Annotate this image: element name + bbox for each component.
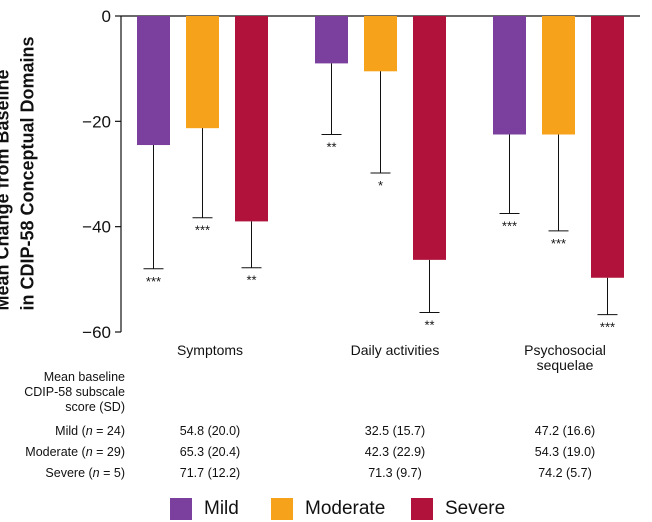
bar-severe xyxy=(235,16,268,222)
significance-marker: *** xyxy=(195,223,210,238)
row-label-n: n xyxy=(92,466,100,480)
bar-chart: 0−20−40−60******************* *** xyxy=(82,7,640,342)
bar-severe xyxy=(591,16,624,278)
table-header: Mean baseline CDIP-58 subscale score (SD… xyxy=(0,370,125,415)
y-axis-label-line-2: in CDIP-58 Conceptual Domains xyxy=(17,36,38,311)
row-label-suffix: = 29) xyxy=(92,445,125,459)
table-row-label-mild: Mild (n = 24) xyxy=(0,424,125,438)
y-tick-label: −40 xyxy=(82,218,111,237)
row-label-suffix: = 5) xyxy=(99,466,125,480)
legend-swatch-mild xyxy=(170,498,192,520)
significance-marker: ** xyxy=(246,273,256,288)
table-cell: 47.2 (16.6) xyxy=(534,424,596,438)
bar-mild xyxy=(493,16,526,135)
y-axis-label-line-1: Mean Change from Baseline xyxy=(0,69,13,311)
category-label-line: Psychosocial xyxy=(524,342,606,358)
table-cell: 54.8 (20.0) xyxy=(179,424,241,438)
bar-severe xyxy=(413,16,446,260)
bar-moderate xyxy=(186,16,219,129)
bar-moderate xyxy=(364,16,397,72)
table-cell: 65.3 (20.4) xyxy=(179,445,241,459)
significance-marker: *** xyxy=(600,320,615,335)
legend: Mild Moderate Severe xyxy=(0,497,652,521)
category-label-line: Daily activities xyxy=(350,342,440,358)
row-label-prefix: Mild ( xyxy=(55,424,86,438)
table-row-label-moderate: Moderate (n = 29) xyxy=(0,445,125,459)
category-label-line: Symptoms xyxy=(176,342,244,358)
legend-label-mild: Mild xyxy=(204,498,239,519)
legend-swatch-moderate xyxy=(271,498,293,520)
category-label-daily-activities: Daily activities xyxy=(320,343,470,358)
legend-item-mild: Mild xyxy=(170,497,239,521)
y-tick-label: −20 xyxy=(82,112,111,131)
significance-marker: * xyxy=(378,178,383,193)
legend-label-severe: Severe xyxy=(445,498,506,519)
table-cell: 71.3 (9.7) xyxy=(368,466,422,480)
legend-item-severe: Severe xyxy=(411,497,505,521)
y-axis-label: Mean Change from Baseline in CDIP-58 Con… xyxy=(0,0,70,345)
category-label-symptoms: Symptoms xyxy=(150,343,270,358)
row-label-n: n xyxy=(85,445,93,459)
table-cell: 71.7 (12.2) xyxy=(179,466,241,480)
table-cell: 32.5 (15.7) xyxy=(364,424,426,438)
category-label-psychosocial: Psychosocial sequelae xyxy=(500,343,630,373)
table-header-line: CDIP-58 subscale xyxy=(24,385,125,399)
bar-mild xyxy=(315,16,348,64)
row-label-prefix: Severe ( xyxy=(45,466,93,480)
row-label-prefix: Moderate ( xyxy=(25,445,86,459)
table-header-line: score (SD) xyxy=(65,400,125,414)
bar-mild xyxy=(137,16,170,146)
table-cell: 74.2 (5.7) xyxy=(538,466,592,480)
legend-label-moderate: Moderate xyxy=(305,498,386,519)
significance-marker: *** xyxy=(551,236,566,251)
bar-moderate xyxy=(542,16,575,135)
row-label-n: n xyxy=(85,424,93,438)
table-cell: 42.3 (22.9) xyxy=(364,445,426,459)
significance-marker: ** xyxy=(424,318,434,333)
category-label-line: sequelae xyxy=(536,357,594,373)
y-tick-label: 0 xyxy=(102,7,111,26)
significance-marker: *** xyxy=(146,274,161,289)
significance-marker: *** xyxy=(502,219,517,234)
table-row-label-severe: Severe (n = 5) xyxy=(0,466,125,480)
table-header-line: Mean baseline xyxy=(43,370,125,384)
y-tick-label: −60 xyxy=(82,323,111,342)
legend-swatch-severe xyxy=(411,498,433,520)
table-cell: 54.3 (19.0) xyxy=(534,445,596,459)
legend-item-moderate: Moderate xyxy=(271,497,385,521)
row-label-suffix: = 24) xyxy=(92,424,125,438)
significance-marker: ** xyxy=(326,140,336,155)
